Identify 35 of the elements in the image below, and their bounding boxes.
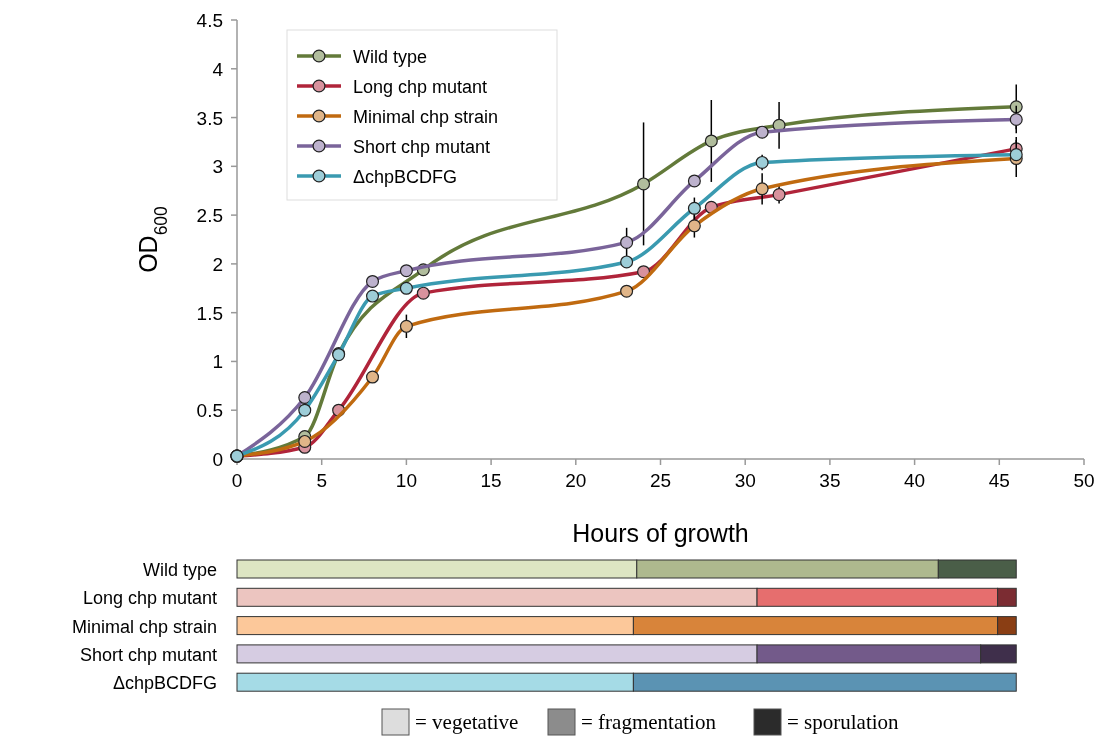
category-label: Long chp mutant [82,588,217,609]
x-tick-label: 0 [231,470,243,491]
legend-label: Long chp mutant [353,77,488,97]
x-tick-label: 35 [819,470,841,491]
y-tick-label: 0.5 [196,400,223,422]
y-tick-label: 2.5 [196,205,223,227]
x-tick-label: 30 [734,470,756,491]
x-tick-label: 50 [1073,470,1095,491]
x-tick-label: 25 [649,470,672,491]
category-label: Wild type [142,560,217,580]
category-label: Minimal chp strain [71,616,217,637]
x-tick-label: 5 [316,470,327,491]
category-label: ΔchpBCDFG [112,673,217,694]
legend-label: ΔchpBCDFG [353,167,458,187]
text: = fragmentation [581,710,717,734]
y-tick-label: 4.5 [196,10,223,31]
x-tick-label: 10 [395,470,417,491]
x-tick-label: 20 [565,470,587,491]
category-label: Short chp mutant [79,644,217,665]
y-tick-label: 3 [212,156,223,178]
y-tick-label: 4 [212,58,224,80]
legend-label: Short chp mutant [353,137,491,157]
x-tick-label: 45 [988,470,1010,491]
y-tick-label: 1.5 [196,302,223,324]
y-tick-label: 0 [212,449,223,470]
legend-label: Minimal chp strain [353,107,499,127]
x-tick-label: 15 [480,470,502,491]
x-tick-label: 40 [904,470,926,491]
y-tick-label: 2 [212,253,223,275]
text: = sporulation [787,710,900,734]
y-tick-label: 3.5 [196,107,223,129]
legend-label: Wild type [353,47,428,67]
text: = vegetative [415,710,519,734]
y-tick-label: 1 [212,351,223,373]
x-axis-title: Hours of growth [572,519,749,547]
